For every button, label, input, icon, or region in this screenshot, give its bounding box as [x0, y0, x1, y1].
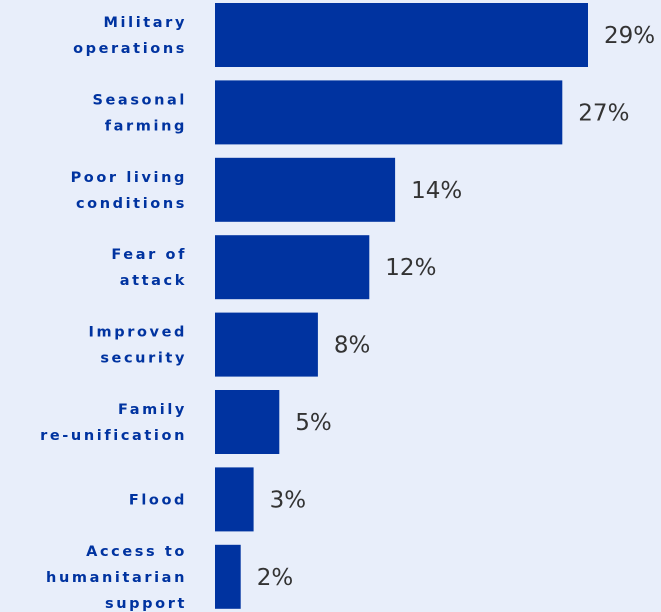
category-label-0-line-1: operations	[73, 41, 187, 57]
value-label-4: 8%	[334, 333, 371, 359]
bar-3	[215, 235, 370, 300]
category-label-5: Family re-unification	[40, 402, 187, 444]
bar-7	[215, 544, 241, 609]
category-label-1-line-0: Seasonal	[92, 92, 187, 108]
category-label-7-line-1: humanitarian	[46, 570, 187, 586]
value-label-1: 27%	[578, 100, 629, 126]
category-label-1-line-1: farming	[105, 118, 187, 134]
category-label-4-line-1: security	[100, 351, 187, 367]
bar-5	[215, 390, 280, 454]
category-label-2-line-0: Poor living	[71, 170, 187, 186]
bar-6	[215, 467, 254, 532]
category-label-7: Access to humanitarian support	[46, 544, 187, 612]
category-label-1: Seasonal farming	[92, 92, 187, 134]
bars-layer	[215, 3, 588, 609]
category-label-4-line-0: Improved	[89, 325, 187, 341]
category-label-2-line-1: conditions	[76, 196, 187, 212]
bar-1	[215, 80, 563, 145]
bar-0	[215, 3, 588, 67]
bar-2	[215, 157, 396, 222]
value-label-7: 2%	[257, 565, 294, 591]
value-label-5: 5%	[295, 410, 332, 436]
value-label-0: 29%	[604, 23, 655, 49]
category-label-3: Fear of attack	[111, 247, 187, 289]
value-label-3: 12%	[385, 255, 436, 281]
category-label-6: Flood	[129, 492, 187, 508]
value-label-2: 14%	[411, 178, 462, 204]
category-label-5-line-1: re-unification	[40, 428, 187, 444]
category-label-2: Poor living conditions	[71, 170, 187, 212]
category-label-3-line-0: Fear of	[111, 247, 187, 263]
category-label-6-line-0: Flood	[129, 492, 187, 508]
category-label-7-line-2: support	[105, 596, 187, 612]
category-label-0: Military operations	[73, 15, 187, 57]
category-label-0-line-0: Military	[104, 15, 187, 31]
value-label-6: 3%	[270, 487, 307, 513]
category-label-3-line-1: attack	[120, 273, 187, 289]
category-labels: Military operations Seasonal farming Poor li…	[40, 15, 187, 612]
category-label-4: Improved security	[89, 325, 187, 367]
category-label-7-line-0: Access to	[86, 544, 187, 560]
bar-4	[215, 312, 318, 377]
value-labels: 29% 27% 14% 12% 8% 5% 3% 2%	[257, 23, 655, 591]
category-label-5-line-0: Family	[118, 402, 187, 418]
